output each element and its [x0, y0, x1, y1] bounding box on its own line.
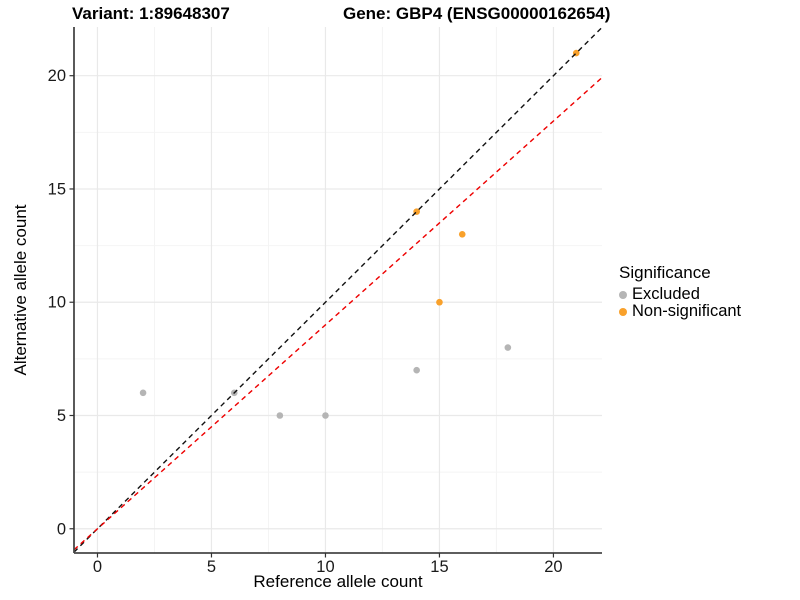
x-tick-label: 15 [430, 558, 448, 576]
y-tick-label: 20 [48, 67, 66, 85]
legend-label-non-significant: Non-significant [632, 302, 742, 320]
x-tick-label: 5 [207, 558, 216, 576]
data-point [276, 412, 284, 419]
legend-item-non-significant: Non-significant [619, 302, 742, 320]
legend: Significance Excluded Non-significant [619, 263, 741, 320]
data-point [458, 230, 466, 238]
non-significant-dot-icon [619, 307, 627, 316]
y-tick-label: 10 [48, 294, 66, 312]
y-tick-label: 0 [57, 520, 66, 538]
x-tick-label: 20 [544, 558, 562, 576]
gene-title: Gene: GBP4 (ENSG00000162654) [343, 4, 611, 23]
excluded-dot-icon [619, 290, 627, 299]
y-tick-label: 15 [48, 180, 66, 198]
axis-ticks: 0 5 10 15 20 0 5 10 15 20 [48, 67, 563, 576]
identity-line [74, 27, 602, 553]
data-point [504, 344, 512, 351]
data-point [322, 412, 329, 419]
legend-item-excluded: Excluded [619, 285, 741, 303]
y-tick-label: 5 [57, 407, 66, 425]
major-gridlines [74, 27, 602, 553]
expected-ratio-line [74, 77, 602, 551]
y-axis-label: Alternative allele count [11, 204, 30, 376]
legend-label-excluded: Excluded [632, 285, 700, 303]
data-point [139, 389, 147, 397]
x-axis-label: Reference allele count [253, 572, 423, 591]
variant-title: Variant: 1:89648307 [72, 4, 230, 23]
minor-gridlines [74, 27, 602, 553]
x-tick-label: 0 [93, 558, 102, 576]
series-non-significant [413, 49, 580, 306]
data-point [413, 366, 420, 374]
series-excluded [139, 344, 512, 419]
data-point [436, 298, 443, 306]
legend-title: Significance [619, 263, 711, 282]
x-tick-label: 10 [316, 558, 334, 576]
